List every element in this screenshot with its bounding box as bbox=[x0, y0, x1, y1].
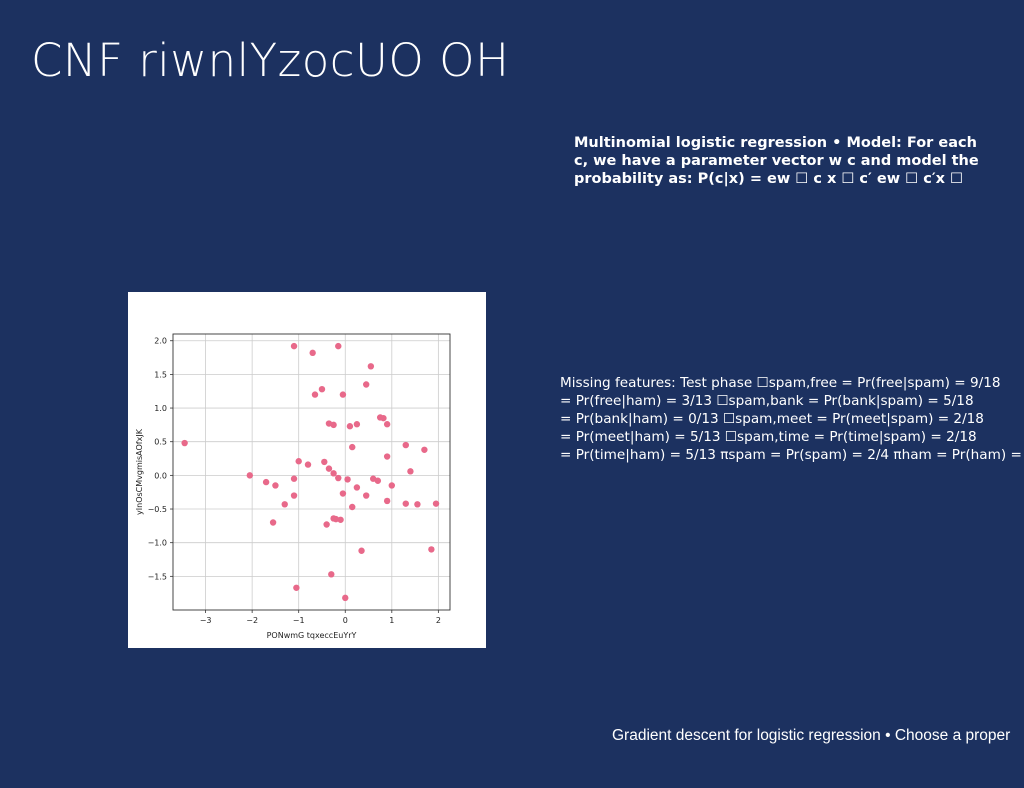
data-point bbox=[318, 386, 326, 393]
scatter-plot-svg: −3 −2 −1 0 1 2 2.0 1.5 1.0 0.5 0.0 −0.5 −1.0 −1.5 PONw… bbox=[135, 333, 451, 640]
gradient-descent-text: Gradient descent for logistic regression… bbox=[612, 727, 1011, 744]
y-tick-label: 2.0 bbox=[154, 337, 167, 346]
data-point bbox=[309, 349, 316, 357]
missing-features-text: Missing features: Test phase ☐spam,free … bbox=[560, 374, 1024, 464]
multinomial-line: c, we have a parameter vector w c and mo… bbox=[574, 153, 979, 169]
data-point bbox=[414, 501, 421, 508]
x-tick-label: −3 bbox=[200, 616, 212, 625]
data-point bbox=[342, 594, 349, 602]
data-point bbox=[281, 501, 288, 508]
y-tick-label: 0.0 bbox=[154, 471, 167, 480]
x-tick-label: −2 bbox=[246, 616, 258, 625]
data-point bbox=[339, 391, 347, 398]
missing-line: = Pr(meet|ham) = 5/13 ☐spam,time = Pr(ti… bbox=[560, 429, 977, 445]
data-point bbox=[325, 465, 333, 472]
data-point bbox=[432, 500, 440, 507]
y-tick-label: 0.5 bbox=[154, 438, 167, 447]
missing-line: = Pr(free|ham) = 3/13 ☐spam,bank = Pr(ba… bbox=[560, 393, 974, 409]
data-point bbox=[402, 500, 409, 507]
data-point bbox=[363, 381, 370, 388]
data-point bbox=[383, 497, 391, 505]
data-point bbox=[363, 492, 370, 499]
y-tick-label: −1.5 bbox=[148, 572, 167, 581]
data-point bbox=[383, 421, 391, 428]
data-point bbox=[295, 458, 302, 465]
data-point bbox=[346, 423, 354, 430]
missing-line: Missing features: Test phase ☐spam,free … bbox=[560, 375, 1001, 391]
data-point bbox=[367, 363, 375, 370]
data-point bbox=[383, 453, 391, 460]
data-point bbox=[388, 482, 396, 489]
data-point bbox=[374, 477, 382, 484]
data-point bbox=[330, 470, 337, 477]
data-point bbox=[293, 584, 300, 591]
data-point bbox=[380, 414, 387, 422]
data-point bbox=[349, 503, 356, 511]
scatter-plot: −3 −2 −1 0 1 2 2.0 1.5 1.0 0.5 0.0 −0.5 −1.0 −1.5 PONw… bbox=[128, 292, 486, 648]
data-point bbox=[358, 547, 365, 554]
x-tick-label: 0 bbox=[343, 616, 348, 625]
data-point bbox=[290, 475, 298, 482]
data-point bbox=[328, 571, 335, 578]
data-point bbox=[330, 515, 337, 522]
data-point bbox=[181, 439, 188, 447]
data-point bbox=[335, 474, 342, 482]
data-point bbox=[246, 472, 254, 479]
data-point bbox=[323, 521, 330, 528]
data-point bbox=[290, 342, 298, 350]
data-point bbox=[428, 546, 435, 553]
axes-frame bbox=[172, 333, 451, 611]
x-tick-label: 1 bbox=[389, 616, 394, 625]
data-point bbox=[269, 519, 277, 526]
missing-line: = Pr(time|ham) = 5/13 πspam = Pr(spam) =… bbox=[560, 447, 1022, 463]
data-point bbox=[402, 441, 409, 449]
x-tick-label: −1 bbox=[293, 616, 305, 625]
x-axis-label: PONwmG tqxeccEuYrY bbox=[267, 631, 357, 640]
data-point bbox=[321, 458, 328, 466]
slide-title: CNF riwnlYzocUO OH bbox=[31, 34, 510, 87]
data-point bbox=[272, 482, 279, 489]
y-tick-label: 1.5 bbox=[154, 370, 167, 379]
data-point bbox=[353, 421, 361, 428]
data-point bbox=[339, 490, 347, 497]
y-tick-label: 1.0 bbox=[154, 404, 167, 413]
data-point bbox=[311, 391, 319, 398]
data-point bbox=[335, 342, 342, 350]
data-point bbox=[344, 476, 351, 483]
data-point bbox=[290, 492, 298, 499]
data-point bbox=[337, 516, 344, 523]
data-point bbox=[353, 484, 361, 491]
data-point bbox=[421, 446, 428, 453]
data-point bbox=[262, 478, 270, 486]
multinomial-text: Multinomial logistic regression • Model:… bbox=[574, 134, 1024, 188]
data-point bbox=[330, 421, 337, 429]
y-tick-label: −1.0 bbox=[148, 539, 167, 548]
missing-line: = Pr(bank|ham) = 0/13 ☐spam,meet = Pr(me… bbox=[560, 411, 984, 427]
data-point bbox=[304, 461, 312, 468]
y-tick-label: −0.5 bbox=[148, 505, 167, 514]
x-tick-label: 2 bbox=[436, 616, 441, 625]
data-point bbox=[349, 443, 356, 451]
multinomial-line: Multinomial logistic regression • Model:… bbox=[574, 135, 977, 151]
y-axis-label: yInOsCMvgmisAOfxJK bbox=[135, 428, 144, 515]
multinomial-line: probability as: P(c|x) = ew ☐ c x ☐ c′ e… bbox=[574, 171, 964, 187]
data-point bbox=[407, 468, 414, 475]
